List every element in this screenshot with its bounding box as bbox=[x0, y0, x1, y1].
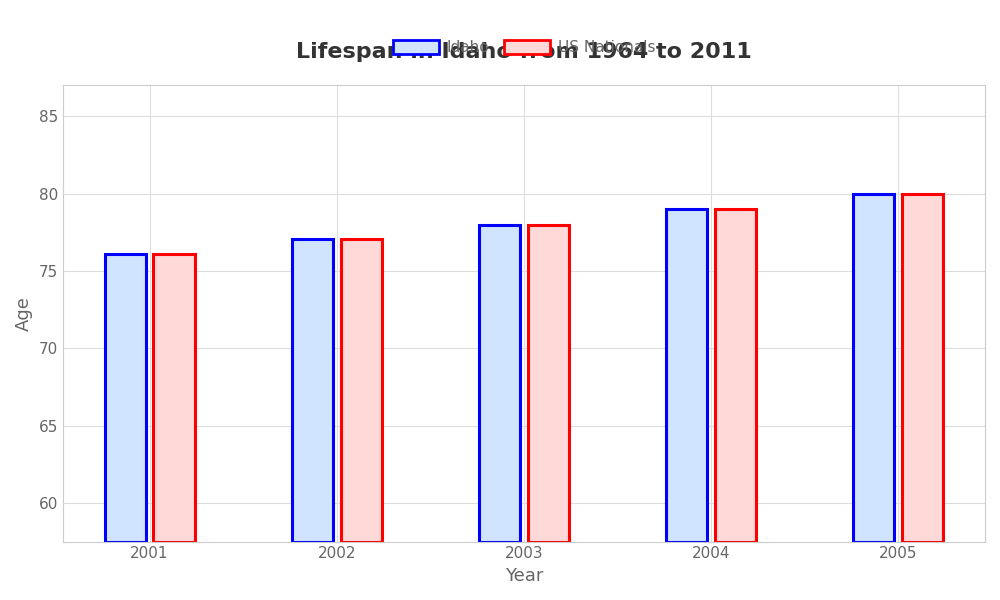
Bar bbox=[853, 194, 894, 542]
Bar bbox=[902, 194, 943, 542]
Bar bbox=[479, 224, 520, 542]
Bar bbox=[528, 224, 569, 542]
Legend: Idaho, US Nationals: Idaho, US Nationals bbox=[387, 34, 661, 61]
Bar bbox=[292, 239, 333, 542]
X-axis label: Year: Year bbox=[505, 567, 543, 585]
Title: Lifespan in Idaho from 1964 to 2011: Lifespan in Idaho from 1964 to 2011 bbox=[296, 41, 752, 62]
Bar bbox=[341, 239, 382, 542]
Bar bbox=[105, 254, 146, 542]
Bar bbox=[153, 254, 195, 542]
Bar bbox=[715, 209, 756, 542]
Y-axis label: Age: Age bbox=[15, 296, 33, 331]
Bar bbox=[666, 209, 707, 542]
